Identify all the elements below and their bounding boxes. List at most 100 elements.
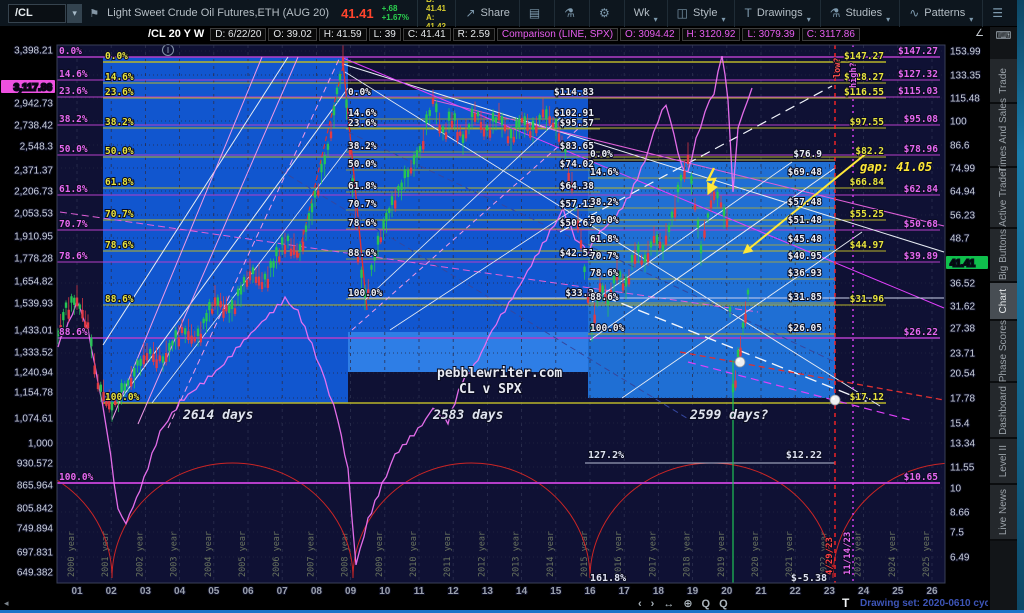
studies-button[interactable]: ⚗ Studies ▾: [819, 0, 899, 27]
x-axis-tick: 11: [414, 586, 425, 597]
fib-price-label: $17.12: [850, 392, 884, 403]
drawing-cursor-icon[interactable]: T: [842, 596, 850, 610]
sidebar-tab-active-trader[interactable]: Active Trader: [990, 168, 1017, 229]
sidebar-tab-label: Dashboard: [998, 385, 1009, 435]
left-axis-tick: 2,371.37: [14, 166, 53, 177]
x-axis-tick: 22: [790, 586, 802, 597]
fib-percent-label: 14.6%: [348, 108, 377, 119]
left-axis-tick: 2,548.3: [20, 142, 54, 153]
symbol-dropdown-button[interactable]: ▾: [66, 3, 83, 23]
pane-collapse-icon[interactable]: ◂: [4, 598, 9, 608]
sidebar-tab-live-news[interactable]: Live News: [990, 485, 1017, 541]
x-axis-tick: 12: [448, 586, 460, 597]
link-icon[interactable]: ⚑: [89, 7, 100, 20]
chevron-down-icon: ▾: [806, 14, 811, 24]
sidebar-tab-dashboard[interactable]: Dashboard: [990, 383, 1017, 439]
chevron-down-icon: ▾: [969, 14, 974, 24]
status-bar: ◂ ‹›↔⊕QQ T Drawing set: 2020-0610 cycl: [0, 596, 990, 610]
instrument-code: /CL 20 Y W: [148, 28, 205, 40]
sidebar-tab-times-and-sales[interactable]: Times And Sales: [990, 98, 1017, 172]
x-axis-tick: 03: [140, 586, 152, 597]
fib-price-label: $39.89: [904, 251, 939, 262]
sidebar-tab-phase-scores[interactable]: Phase Scores: [990, 319, 1017, 383]
fib-percent-label: 70.7%: [59, 219, 88, 230]
left-axis-tick: 930.572: [17, 459, 54, 470]
flask-icon: ⚗: [564, 6, 575, 20]
drawings-label: Drawings: [756, 7, 803, 19]
notes-button[interactable]: ▤: [518, 0, 554, 27]
drawings-icon: T: [744, 6, 752, 20]
year-label: 2010 year: [409, 531, 419, 577]
fib-percent-label: 100.0%: [590, 323, 625, 334]
sidebar-tab-label: Active Trader: [998, 168, 1009, 227]
sidebar-tab-big-buttons[interactable]: Big Buttons: [990, 229, 1017, 283]
annotation: gap: 41.05: [860, 160, 932, 174]
fib-percent-label: 14.6%: [59, 69, 88, 80]
sidebar-tabs: Trade Times And Sales Active Trader Big But…: [990, 59, 1017, 541]
fib-price-label: $95.57: [560, 118, 594, 129]
change-block: +.68 +1.67%: [382, 4, 409, 22]
bid-ask-block: B: 41.41 A: 41.42: [416, 0, 455, 31]
left-axis-tick: 1,539.93: [14, 299, 53, 310]
timeframe-button[interactable]: Wk ▾: [623, 0, 667, 27]
left-axis-tick: 2,738.42: [14, 121, 53, 132]
left-axis-tick: 1,654.82: [14, 277, 53, 288]
right-axis-tick: 7.5: [950, 528, 964, 539]
year-label: 2000 year: [67, 531, 77, 577]
year-label: 2017 year: [648, 531, 658, 577]
fib-price-label: $116.55: [844, 87, 884, 98]
right-axis-tick: 36.52: [950, 279, 975, 290]
fib-percent-label: 0.0%: [105, 51, 128, 62]
year-label: 2014 year: [546, 531, 556, 577]
bid-value: B: 41.41: [425, 0, 447, 13]
x-axis-tick: 21: [755, 586, 767, 597]
right-axis-tick: 10: [950, 484, 962, 495]
symbol-input[interactable]: /CL: [8, 3, 66, 23]
fib-price-label: $128.27: [844, 72, 884, 83]
fib-price-label: $82.2: [855, 146, 884, 157]
right-axis-tick: 115.48: [950, 94, 980, 105]
fib-percent-label: 0.0%: [348, 87, 371, 98]
fib-percent-label: 100.0%: [105, 392, 140, 403]
x-axis-tick: 19: [687, 586, 699, 597]
settings-button[interactable]: ⚙: [588, 0, 624, 27]
fib-price-label: $83.65: [560, 141, 595, 152]
fib-percent-label: 61.8%: [590, 234, 619, 245]
chevron-down-icon: ▾: [653, 14, 658, 24]
sidebar-tab-trade[interactable]: Trade: [990, 59, 1017, 104]
fib-percent-label: 38.2%: [105, 117, 134, 128]
chart-tools-icon[interactable]: ∠: [975, 28, 984, 39]
year-label: 2006 year: [272, 531, 282, 577]
annotation: $-5.38: [791, 573, 827, 584]
drawings-button[interactable]: T Drawings ▾: [734, 0, 819, 27]
chart-nav-icons[interactable]: ‹›↔⊕QQ: [638, 598, 737, 610]
x-axis-tick: 05: [208, 586, 220, 597]
more-menu-button[interactable]: ☰: [982, 0, 1017, 27]
annotation: 127.2%: [588, 450, 624, 461]
fib-price-label: $76.9: [793, 149, 822, 160]
right-axis-tick: 86.6: [950, 141, 970, 152]
studies-label: Studies: [845, 7, 883, 19]
change-value: +.68: [381, 4, 398, 13]
comparison-label[interactable]: Comparison (LINE, SPX): [496, 27, 619, 41]
chevron-down-icon: ▾: [886, 14, 891, 24]
price-chart[interactable]: 2000 year 2001 year 2002 year 2003 year 2004…: [0, 41, 990, 598]
sidebar-tab-label: Phase Scores: [998, 319, 1009, 383]
fib-percent-label: 38.2%: [59, 114, 88, 125]
quick-study-button[interactable]: ⚗: [554, 0, 589, 27]
fib-percent-label: 88.6%: [348, 248, 377, 259]
sidebar-tab-chart[interactable]: Chart: [990, 283, 1017, 321]
share-icon: ↗: [465, 6, 476, 20]
sidebar-tab-level-ii[interactable]: Level II: [990, 439, 1017, 485]
style-button[interactable]: ◫ Style ▾: [666, 0, 735, 27]
patterns-button[interactable]: ∿ Patterns ▾: [899, 0, 982, 27]
comparison-current-price-badge: 3,117.86: [14, 83, 53, 94]
fib-percent-label: 61.8%: [348, 181, 377, 192]
keyboard-icon[interactable]: ⌨: [995, 30, 1012, 42]
annotation: 161.8%: [590, 573, 626, 584]
right-axis-tick: 64.94: [950, 187, 975, 198]
fib-price-label: $50.68: [904, 219, 939, 230]
fib-price-label: $127.32: [898, 69, 938, 80]
share-button[interactable]: ↗ Share: [455, 0, 518, 27]
right-sidebar: ⌨ Trade Times And Sales Active Trader Big B…: [990, 27, 1017, 610]
